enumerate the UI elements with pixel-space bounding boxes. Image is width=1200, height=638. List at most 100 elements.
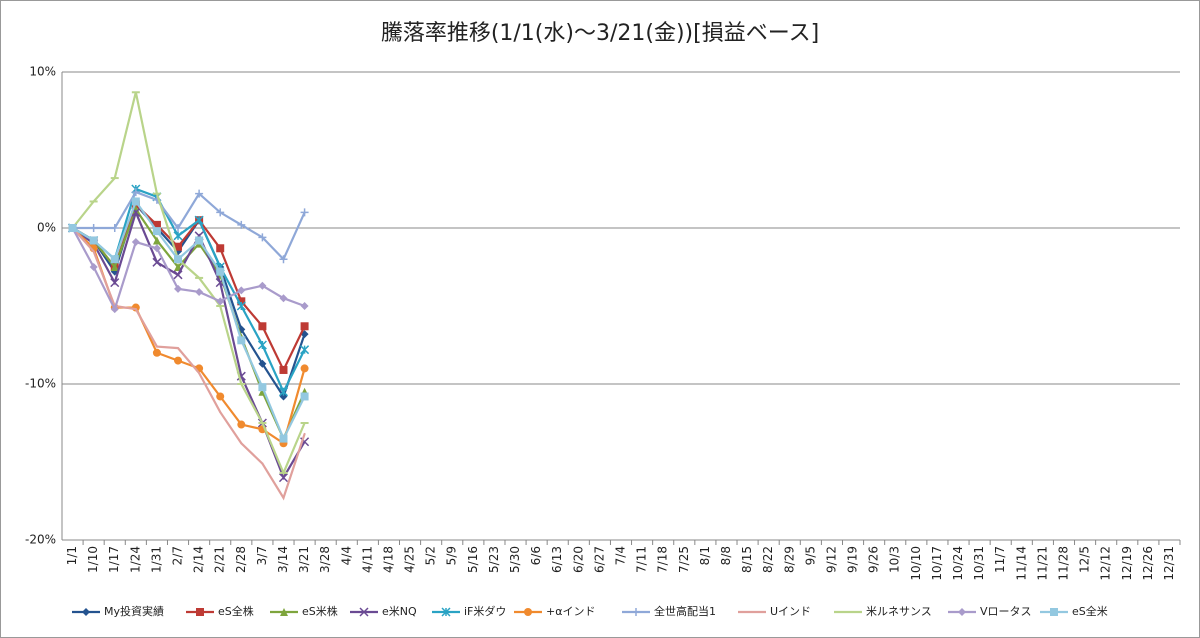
x-tick-label: 6/13	[550, 546, 564, 573]
x-tick-label: 4/4	[339, 546, 353, 565]
data-point	[173, 270, 183, 280]
x-tick-label: 6/6	[529, 546, 543, 565]
data-point	[237, 286, 246, 295]
x-tick-label: 9/12	[824, 546, 838, 573]
series-line	[71, 227, 305, 313]
legend-label: My投資実績	[104, 604, 164, 618]
data-point	[240, 442, 243, 445]
x-tick-label: 12/19	[1120, 546, 1134, 581]
x-tick-label: 5/16	[466, 546, 480, 573]
x-tick-label: 1/10	[86, 546, 100, 573]
x-tick-label: 12/26	[1141, 546, 1155, 581]
data-point	[68, 224, 77, 232]
data-point	[216, 392, 225, 401]
data-point	[152, 348, 161, 357]
data-point	[174, 224, 183, 232]
x-tick-label: 3/28	[318, 546, 332, 573]
data-point	[152, 227, 161, 236]
data-point	[195, 189, 204, 198]
data-point	[258, 233, 267, 242]
data-point	[237, 420, 246, 429]
x-tick-label: 11/7	[993, 546, 1007, 573]
data-point	[195, 236, 204, 245]
data-point	[174, 356, 183, 365]
data-point	[216, 297, 225, 306]
y-tick-label: -20%	[25, 533, 56, 547]
legend-marker	[751, 611, 753, 613]
x-tick-label: 11/14	[1014, 546, 1028, 581]
x-tick-label: 3/21	[297, 546, 311, 573]
data-point	[300, 345, 310, 355]
data-point	[173, 231, 183, 241]
x-tick-label: 2/28	[234, 546, 248, 573]
data-point	[152, 257, 162, 267]
x-tick-label: 7/18	[656, 546, 670, 573]
legend-label: eS全株	[218, 604, 254, 618]
data-point	[110, 255, 119, 264]
legend-label: 米ルネサンス	[866, 605, 932, 618]
x-tick-label: 7/25	[677, 546, 691, 573]
data-point	[89, 263, 98, 271]
data-point	[237, 220, 246, 229]
data-point	[174, 255, 183, 264]
x-tick-label: 10/31	[972, 546, 986, 581]
x-tick-label: 3/14	[276, 546, 290, 573]
legend-item: eS全米	[1040, 604, 1108, 618]
data-point	[236, 301, 246, 311]
legend-item: Uインド	[738, 605, 811, 618]
legend-marker	[632, 608, 640, 616]
data-point	[195, 287, 204, 296]
data-point	[152, 220, 161, 229]
data-point	[278, 473, 289, 483]
legend-item: +αインド	[514, 605, 595, 618]
data-point	[198, 372, 201, 375]
x-tick-label: 3/7	[255, 546, 269, 565]
data-point	[237, 297, 246, 306]
data-point	[258, 281, 267, 290]
data-point	[110, 278, 120, 288]
data-point	[89, 236, 98, 245]
x-tick-label: 2/7	[171, 546, 185, 565]
x-tick-label: 10/24	[951, 546, 965, 581]
legend-marker	[441, 607, 451, 617]
data-point	[152, 236, 161, 245]
data-point	[177, 347, 180, 350]
x-tick-label: 9/26	[867, 546, 881, 573]
data-point	[131, 188, 140, 197]
legend-label: +αインド	[546, 605, 595, 618]
data-point	[300, 364, 309, 373]
data-point	[134, 308, 137, 311]
x-tick-label: 4/25	[403, 546, 417, 573]
x-tick-label: 10/17	[930, 546, 944, 581]
x-tick-label: 8/29	[782, 546, 796, 573]
x-tick-label: 1/1	[65, 546, 79, 565]
legend-marker	[958, 608, 966, 616]
legend-item: e米NQ	[350, 605, 417, 618]
x-tick-label: 2/21	[213, 546, 227, 573]
x-tick-label: 10/3	[888, 546, 902, 573]
data-point	[174, 284, 183, 293]
data-point	[155, 345, 158, 348]
legend-label: eS米株	[302, 604, 338, 618]
legend-marker	[280, 608, 288, 616]
x-tick-label: 12/12	[1099, 546, 1113, 581]
series-line	[71, 227, 306, 501]
y-tick-label: -10%	[25, 377, 56, 391]
data-point	[279, 294, 288, 303]
x-tick-label: 1/24	[128, 546, 142, 573]
x-tick-label: 1/17	[107, 546, 121, 573]
legend-marker	[524, 608, 532, 616]
legend-item: 全世高配当1	[622, 604, 716, 618]
x-tick-label: 11/21	[1035, 546, 1049, 581]
data-point	[131, 197, 140, 206]
legend-marker	[1050, 608, 1058, 616]
legend-label: eS全米	[1072, 604, 1108, 618]
data-point	[219, 411, 222, 414]
legend-item: iF米ダウ	[432, 604, 506, 618]
data-point	[300, 302, 309, 310]
legend-label: iF米ダウ	[464, 604, 506, 618]
legend-marker	[196, 608, 204, 616]
data-point	[110, 305, 119, 314]
x-tick-label: 9/19	[846, 546, 860, 573]
